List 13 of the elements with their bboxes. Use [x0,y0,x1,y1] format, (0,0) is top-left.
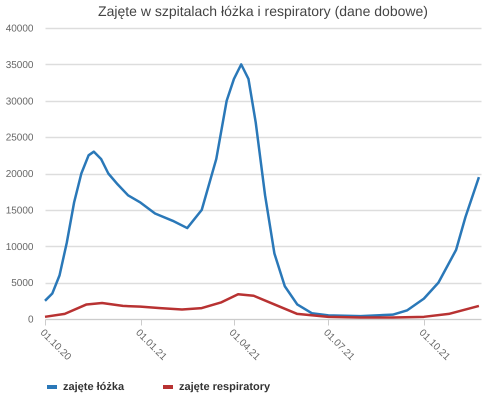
y-tick-label: 0 [28,314,34,326]
y-tick-label: 30000 [6,96,34,108]
y-tick-label: 40000 [6,24,34,34]
line-series [44,63,480,318]
chart-title: Zajęte w szpitalach łóżka i respiratory (dane dobowe) [98,3,428,19]
y-tick-label: 5000 [11,278,34,290]
y-tick-label: 10000 [6,242,34,253]
y-tick-label: 15000 [6,205,34,216]
y-tick-label: 20000 [6,169,34,180]
y-tick-label: 35000 [6,60,34,71]
y-tick-label: 25000 [6,132,34,144]
legend-label: zajęte respiratory [179,381,271,393]
legend-label: zajęte łóżka [63,381,126,393]
